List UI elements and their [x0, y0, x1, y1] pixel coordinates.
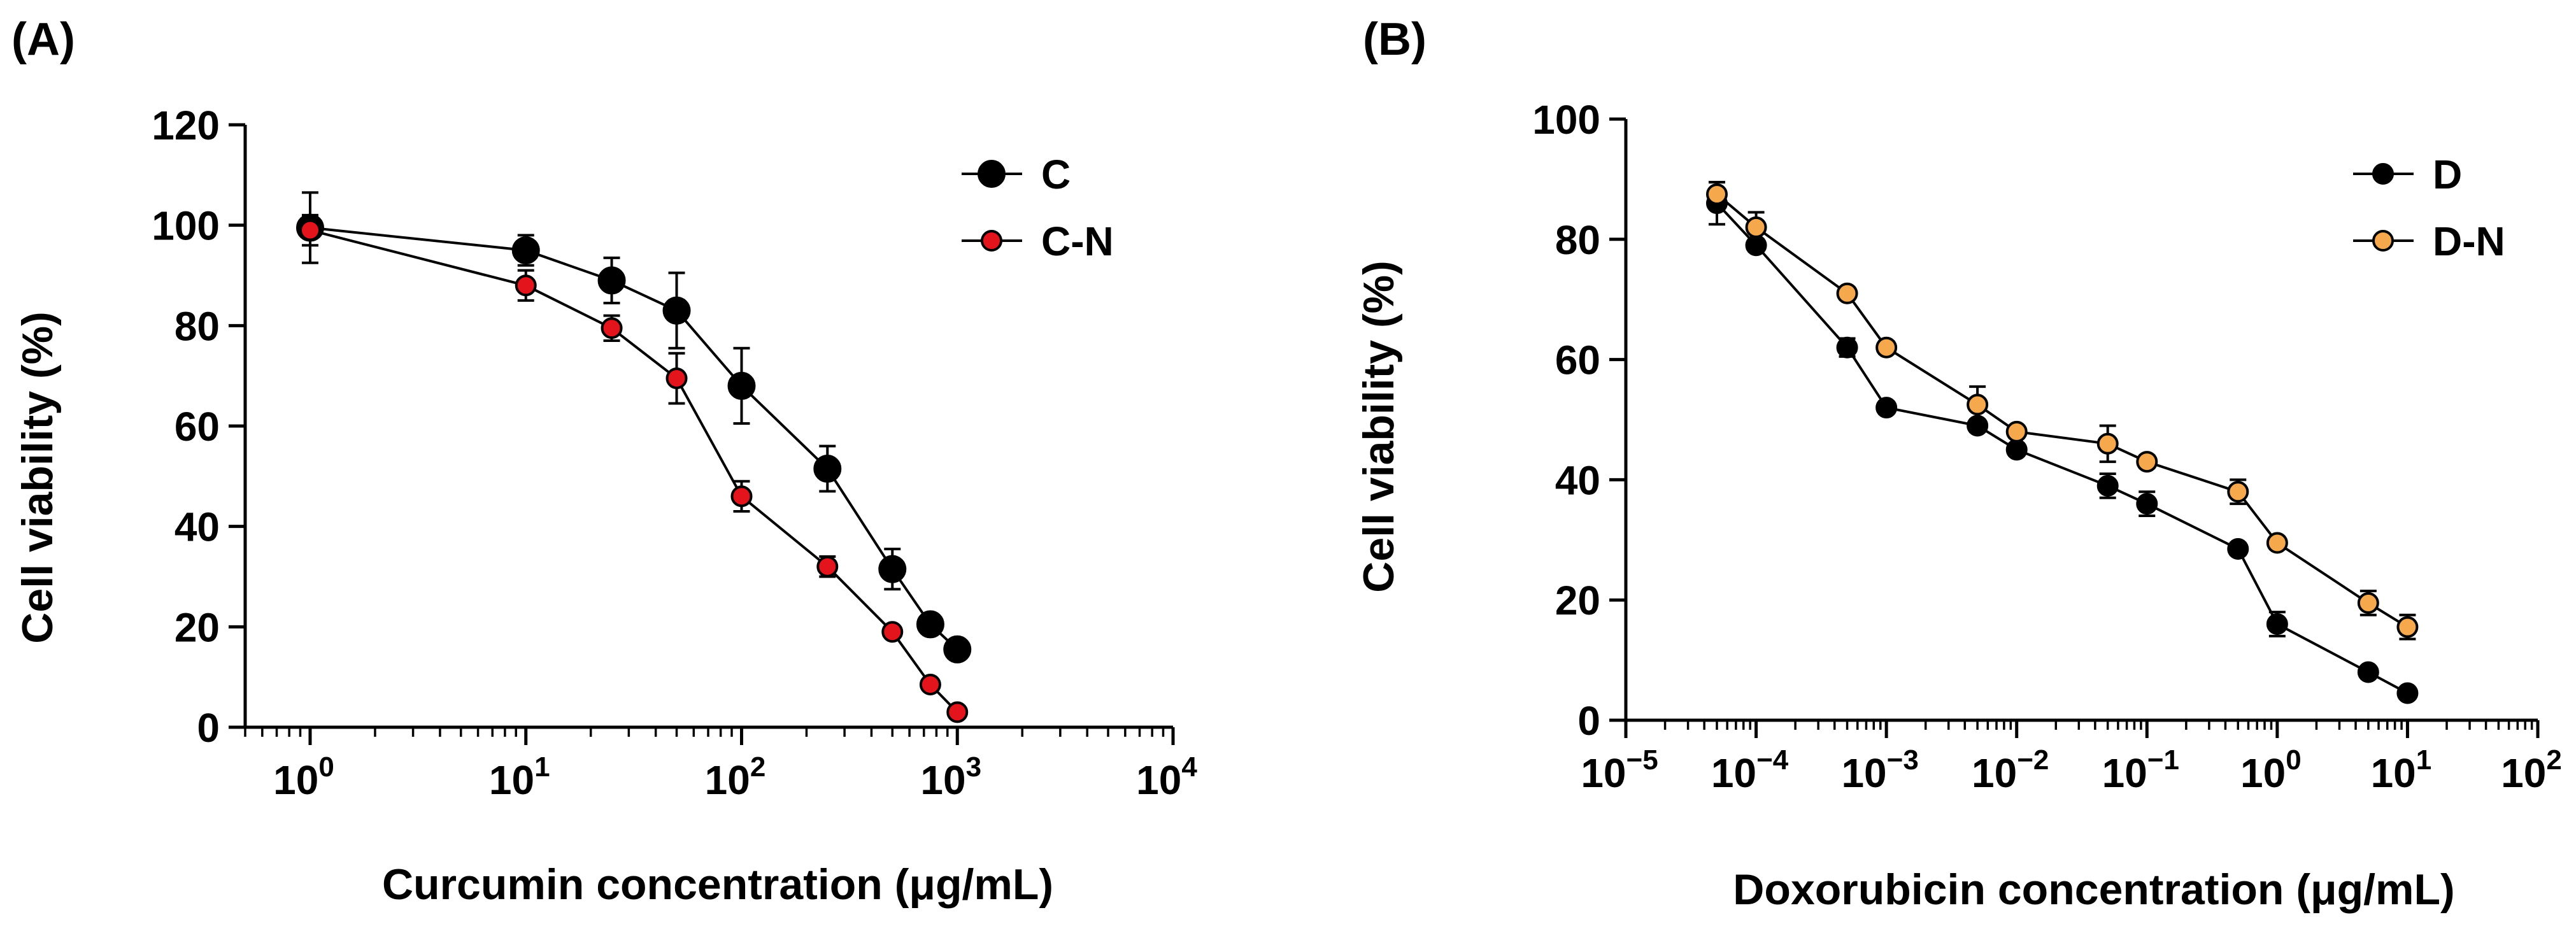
panel-a-y-tick-label: 80 — [174, 303, 220, 349]
panel-a-x-tick-label: 102 — [705, 751, 766, 803]
panel-a-data-point-C-N — [919, 673, 941, 695]
panel-a-x-tick-label: 104 — [1136, 751, 1197, 803]
panel-b-series-D — [1705, 181, 2419, 704]
panel-b-data-point-D-N — [1875, 336, 1898, 359]
panel-a-data-point-C — [597, 266, 626, 295]
panel-b-data-point-D-N — [2396, 616, 2419, 638]
panel-a-data-point-C — [511, 236, 540, 265]
panel-b-data-point-D — [2396, 682, 2419, 704]
panel-a-x-tick-label: 103 — [920, 751, 981, 803]
panel-a-x-axis-title: Curcumin concentration (μg/mL) — [382, 860, 1053, 909]
panel-b-legend-marker — [2372, 163, 2394, 185]
panel-a-legend-label: C — [1041, 152, 1071, 197]
panel-b-data-point-D-N — [1745, 216, 1767, 238]
panel-b-data-point-D-N — [1836, 282, 1858, 304]
panel-b: (B) Doxorubicin concentration (μg/mL) Ce… — [1355, 14, 2562, 914]
panel-b-data-point-D-N — [2357, 592, 2379, 614]
panel-a-data-point-C-N — [665, 367, 688, 390]
panel-b-data-point-D — [2357, 661, 2379, 683]
panel-b-legend-label: D — [2433, 152, 2462, 197]
panel-b-x-tick-label: 102 — [2501, 744, 2562, 796]
panel-b-x-tick-label: 10−1 — [2102, 744, 2179, 796]
panel-b-data-point-D — [2227, 537, 2249, 560]
panel-b-x-tick-label: 101 — [2371, 744, 2432, 796]
panel-b-legend-marker — [2372, 230, 2394, 252]
panel-b-x-tick-label: 10−5 — [1581, 744, 1658, 796]
panel-b-legend-label: D-N — [2433, 218, 2505, 264]
panel-a-data-point-C-N — [601, 317, 623, 339]
panel-b-y-tick-label: 0 — [1577, 698, 1600, 744]
panel-a-data-point-C-N — [946, 701, 969, 723]
panel-a-series-C — [295, 191, 972, 664]
panel-a-data-point-C — [813, 455, 842, 483]
panel-b-series-line-D — [1716, 202, 2409, 695]
panel-b-y-tick-label: 60 — [1555, 338, 1600, 383]
panel-a-y-tick-label: 100 — [152, 203, 220, 249]
panel-a-y-axis-title: Cell viability (%) — [13, 311, 62, 643]
panel-b-data-point-D-N — [2136, 451, 2158, 473]
panel-b-x-tick-label: 10−3 — [1841, 744, 1918, 796]
panel-b-label: (B) — [1363, 14, 1427, 65]
panel-b-data-point-D — [2136, 493, 2158, 515]
panel-b-series-line-D-N — [1716, 193, 2409, 629]
panel-b-data-point-D-N — [2005, 420, 2028, 443]
panel-a-data-point-C — [943, 635, 972, 664]
panel-a-series-C-N — [299, 213, 969, 723]
panel-a-legend-label: C-N — [1041, 218, 1114, 264]
panel-a-legend-marker — [981, 230, 1002, 252]
panel-b-data-point-D-N — [2096, 432, 2119, 455]
panel-b-data-point-D-N — [2227, 481, 2249, 503]
panel-a-x-tick-label: 101 — [489, 751, 550, 803]
panel-b-y-tick-label: 20 — [1555, 578, 1600, 623]
panel-b-data-point-D-N — [2266, 532, 2288, 554]
panel-b-y-tick-label: 40 — [1555, 457, 1600, 503]
panel-a-legend-marker — [978, 160, 1006, 188]
panel-b-data-point-D — [2096, 474, 2119, 497]
panel-b-data-point-D-N — [1705, 183, 1728, 205]
panel-a: (A) Curcumin concentration (μg/mL) Cell … — [11, 14, 1197, 909]
panel-b-y-tick-label: 100 — [1532, 97, 1600, 143]
panel-a-y-tick-label: 20 — [174, 604, 220, 650]
panel-a-data-point-C-N — [881, 621, 904, 643]
panel-b-data-point-D — [2266, 613, 2288, 635]
panel-a-y-tick-label: 120 — [152, 103, 220, 148]
panel-b-data-point-D — [1875, 397, 1898, 419]
panel-a-data-point-C — [662, 296, 691, 325]
panel-a-y-tick-label: 0 — [197, 705, 220, 751]
panel-a-data-point-C — [916, 610, 944, 639]
panel-a-series-line-C — [310, 226, 958, 651]
panel-a-data-point-C-N — [816, 555, 839, 578]
panel-a-y-tick-label: 60 — [174, 404, 220, 450]
panel-b-x-tick-label: 10−4 — [1711, 744, 1789, 796]
panel-b-series-D-N — [1705, 181, 2419, 641]
panel-b-data-point-D — [2005, 439, 2028, 461]
panel-b-x-axis-title: Doxorubicin concentration (μg/mL) — [1733, 865, 2454, 914]
panel-a-data-point-C-N — [299, 219, 321, 241]
panel-a-x-tick-label: 100 — [273, 751, 334, 803]
panel-b-x-tick-label: 10−2 — [1972, 744, 2049, 796]
panel-a-data-point-C — [878, 555, 907, 583]
panel-b-y-axis-title: Cell viability (%) — [1355, 260, 1403, 592]
panel-a-data-point-C — [727, 371, 756, 400]
panel-a-series-line-C-N — [310, 229, 958, 713]
panel-a-y-tick-label: 40 — [174, 504, 220, 550]
panel-b-data-point-D — [1836, 336, 1858, 359]
panel-b-y-tick-label: 80 — [1555, 217, 1600, 263]
panel-a-label: (A) — [11, 14, 75, 65]
panel-b-x-tick-label: 100 — [2240, 744, 2302, 796]
panel-b-data-point-D-N — [1967, 394, 1989, 416]
panel-a-data-point-C-N — [730, 485, 753, 508]
panel-a-data-point-C-N — [515, 274, 537, 297]
